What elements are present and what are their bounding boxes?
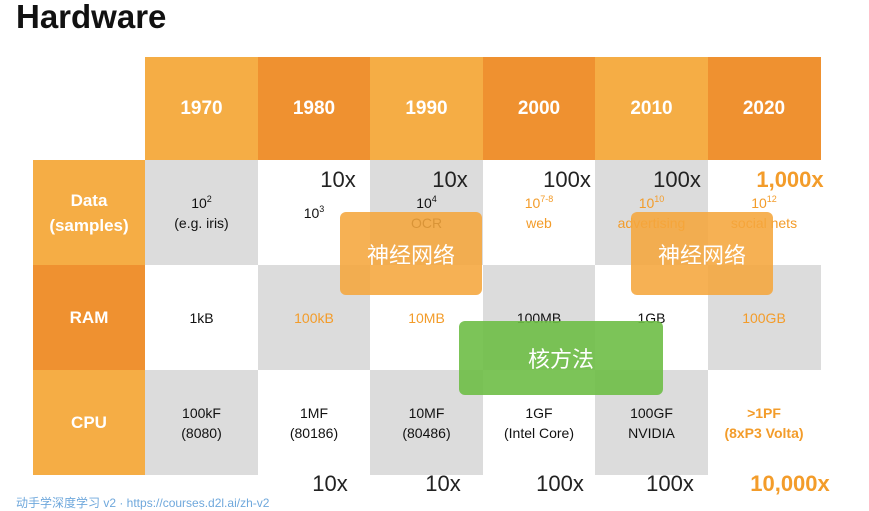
cell-line: (Intel Core) bbox=[503, 424, 575, 441]
exponent: 2 bbox=[206, 193, 212, 204]
growth-factor: 10x bbox=[432, 167, 468, 192]
base: 10 bbox=[524, 194, 541, 211]
cell: >1PF (8xP3 Volta) bbox=[707, 370, 821, 475]
cell-line: NVIDIA bbox=[628, 424, 675, 441]
cell-line: 1kB bbox=[189, 309, 214, 326]
cell-line: 1MF bbox=[300, 404, 328, 421]
cell: 100kF (8080) bbox=[145, 370, 258, 475]
cell: 102 (e.g. iris) bbox=[145, 160, 258, 265]
cell-line: 107-8 bbox=[525, 193, 554, 213]
base: 10 bbox=[751, 194, 767, 211]
cell-line: 103 bbox=[304, 203, 325, 223]
base: 10 bbox=[303, 204, 320, 221]
growth-factor: 100x bbox=[536, 471, 584, 496]
cell-line: 1012 bbox=[751, 193, 777, 213]
cell-line: 10MB bbox=[408, 309, 445, 326]
exponent: 7-8 bbox=[540, 193, 554, 204]
cell-line: (80486) bbox=[402, 424, 451, 441]
cell-line: web bbox=[526, 214, 552, 231]
growth-factor: 100x bbox=[543, 167, 591, 192]
cell-line: 10MF bbox=[408, 404, 445, 421]
cell-line: (e.g. iris) bbox=[174, 214, 229, 231]
growth-factor: 10,000x bbox=[750, 471, 830, 496]
cell: 107-8 web bbox=[482, 160, 596, 265]
growth-factor: 10x bbox=[312, 471, 348, 496]
row-label: RAM bbox=[33, 265, 145, 370]
growth-factor: 100x bbox=[653, 167, 701, 192]
cell: 1kB bbox=[145, 265, 258, 370]
slide-title: Hardware bbox=[16, 0, 167, 35]
cell-line: 100GF bbox=[630, 404, 673, 421]
column-header: 2020 bbox=[707, 57, 821, 160]
exponent: 3 bbox=[319, 203, 325, 214]
overlay-box: 神经网络 bbox=[631, 212, 773, 295]
footer: 动手学深度学习 v2 · https://courses.d2l.ai/zh-v… bbox=[16, 496, 270, 510]
cell-line: 100GB bbox=[742, 309, 786, 326]
cell-line: 100kF bbox=[182, 404, 221, 421]
base: 10 bbox=[416, 194, 432, 211]
exponent: 4 bbox=[431, 193, 437, 204]
column-header: 1970 bbox=[145, 57, 258, 160]
column-header: 2010 bbox=[595, 57, 708, 160]
label-line: CPU bbox=[71, 413, 107, 432]
overlay-box: 神经网络 bbox=[340, 212, 482, 295]
cell-line: (8xP3 Volta) bbox=[724, 424, 804, 441]
exponent: 12 bbox=[766, 193, 777, 204]
cell-line: (8080) bbox=[181, 424, 222, 441]
label-line: (samples) bbox=[49, 215, 129, 235]
column-header: 2000 bbox=[482, 57, 596, 160]
cell-line: 100kB bbox=[294, 309, 334, 326]
cell-line: 1GF bbox=[525, 404, 553, 421]
growth-factor: 10x bbox=[320, 167, 356, 192]
exponent: 10 bbox=[654, 193, 665, 204]
cell-line: 104 bbox=[416, 193, 437, 213]
cell-line: 102 bbox=[191, 193, 212, 213]
cell-line: 1010 bbox=[639, 193, 665, 213]
growth-factor: 10x bbox=[425, 471, 461, 496]
base: 10 bbox=[191, 194, 207, 211]
cell-line: (80186) bbox=[289, 424, 339, 441]
column-header: 1990 bbox=[370, 57, 483, 160]
overlay-box: 核方法 bbox=[459, 321, 663, 395]
column-header: 1980 bbox=[257, 57, 371, 160]
label-line: RAM bbox=[69, 308, 109, 327]
base: 10 bbox=[638, 194, 655, 211]
cell: 1MF (80186) bbox=[257, 370, 371, 475]
growth-factor: 100x bbox=[646, 471, 694, 496]
row-label: Data (samples) bbox=[33, 160, 145, 265]
cell-line: >1PF bbox=[747, 404, 781, 421]
row-label: CPU bbox=[33, 370, 145, 475]
label-line: Data bbox=[70, 190, 108, 210]
growth-factor: 1,000x bbox=[756, 167, 824, 192]
